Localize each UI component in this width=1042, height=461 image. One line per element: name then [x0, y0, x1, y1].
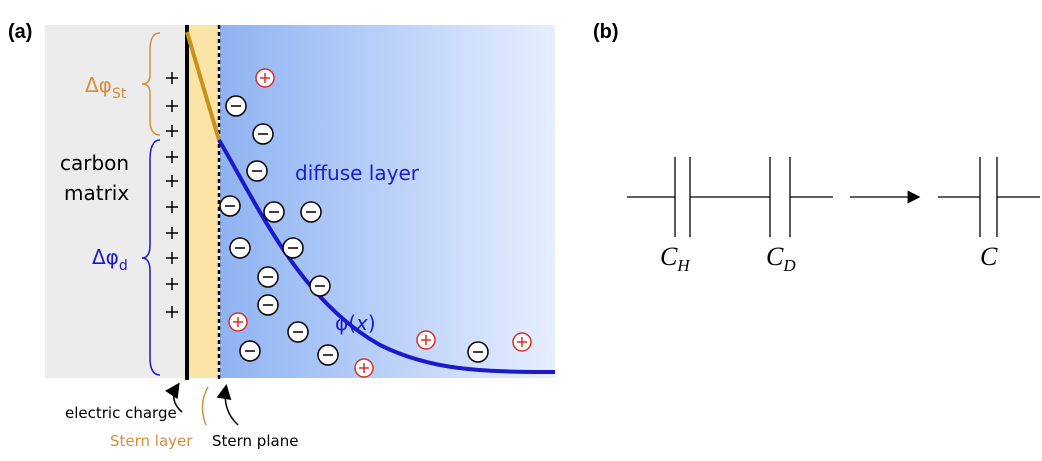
symbol: C: [980, 242, 998, 271]
plus-charge: [166, 100, 178, 112]
stern-potential-line: [185, 31, 221, 141]
subscript: d: [119, 258, 128, 274]
subscript: D: [782, 256, 796, 275]
diffuse-layer-label: diffuse layer: [295, 161, 420, 185]
capacitor-label: CD: [766, 242, 796, 275]
potential-label: φ(x): [335, 311, 376, 335]
diffuse-potential-label: Δφd: [92, 245, 128, 274]
text: φ(: [335, 311, 356, 335]
plus-charge: [166, 175, 178, 187]
electrode-region: [45, 25, 187, 378]
text: x: [355, 311, 368, 335]
stern-potential-label: ΔφSt: [85, 73, 127, 102]
cation-sign: [260, 73, 270, 83]
pointer-arrow: [201, 386, 209, 426]
plus-charge: [166, 306, 178, 318]
panel-label: (a): [8, 21, 32, 43]
text: ): [368, 311, 376, 335]
pointer-arrow: [216, 384, 239, 426]
capacitor-label: C: [980, 242, 998, 271]
subscript: H: [676, 256, 691, 275]
electrode-label: carbon: [60, 151, 129, 175]
pointer-label: Stern layer: [110, 432, 193, 450]
plus-charge: [166, 151, 178, 163]
symbol: Δφ: [85, 73, 112, 97]
stern-layer: [188, 25, 219, 378]
pointer-label: Stern plane: [212, 432, 298, 450]
potential-curve: [217, 138, 556, 374]
ions: [219, 68, 532, 378]
electrode-label: matrix: [64, 181, 129, 205]
plus-charge: [166, 252, 178, 264]
capacitor-label: CH: [660, 242, 691, 275]
stern-brace: [141, 32, 161, 136]
cation-sign: [421, 335, 431, 345]
plus-charge: [166, 227, 178, 239]
cation-sign: [359, 363, 369, 373]
pointer-label: electric charge: [65, 404, 177, 422]
diffuse-brace: [141, 139, 161, 376]
symbol: C: [766, 242, 784, 271]
cation-sign: [517, 337, 527, 347]
symbol: C: [660, 242, 678, 271]
plus-charge: [166, 201, 178, 213]
plus-charge: [166, 72, 178, 84]
plus-charge: [166, 278, 178, 290]
plus-charge: [166, 125, 178, 137]
circuit: [627, 157, 1040, 237]
symbol: Δφ: [92, 245, 119, 269]
charges: [166, 72, 178, 318]
pointer-arrow: [165, 382, 183, 413]
cation-sign: [233, 317, 243, 327]
subscript: St: [112, 86, 127, 102]
panel-label: (b): [593, 21, 619, 43]
